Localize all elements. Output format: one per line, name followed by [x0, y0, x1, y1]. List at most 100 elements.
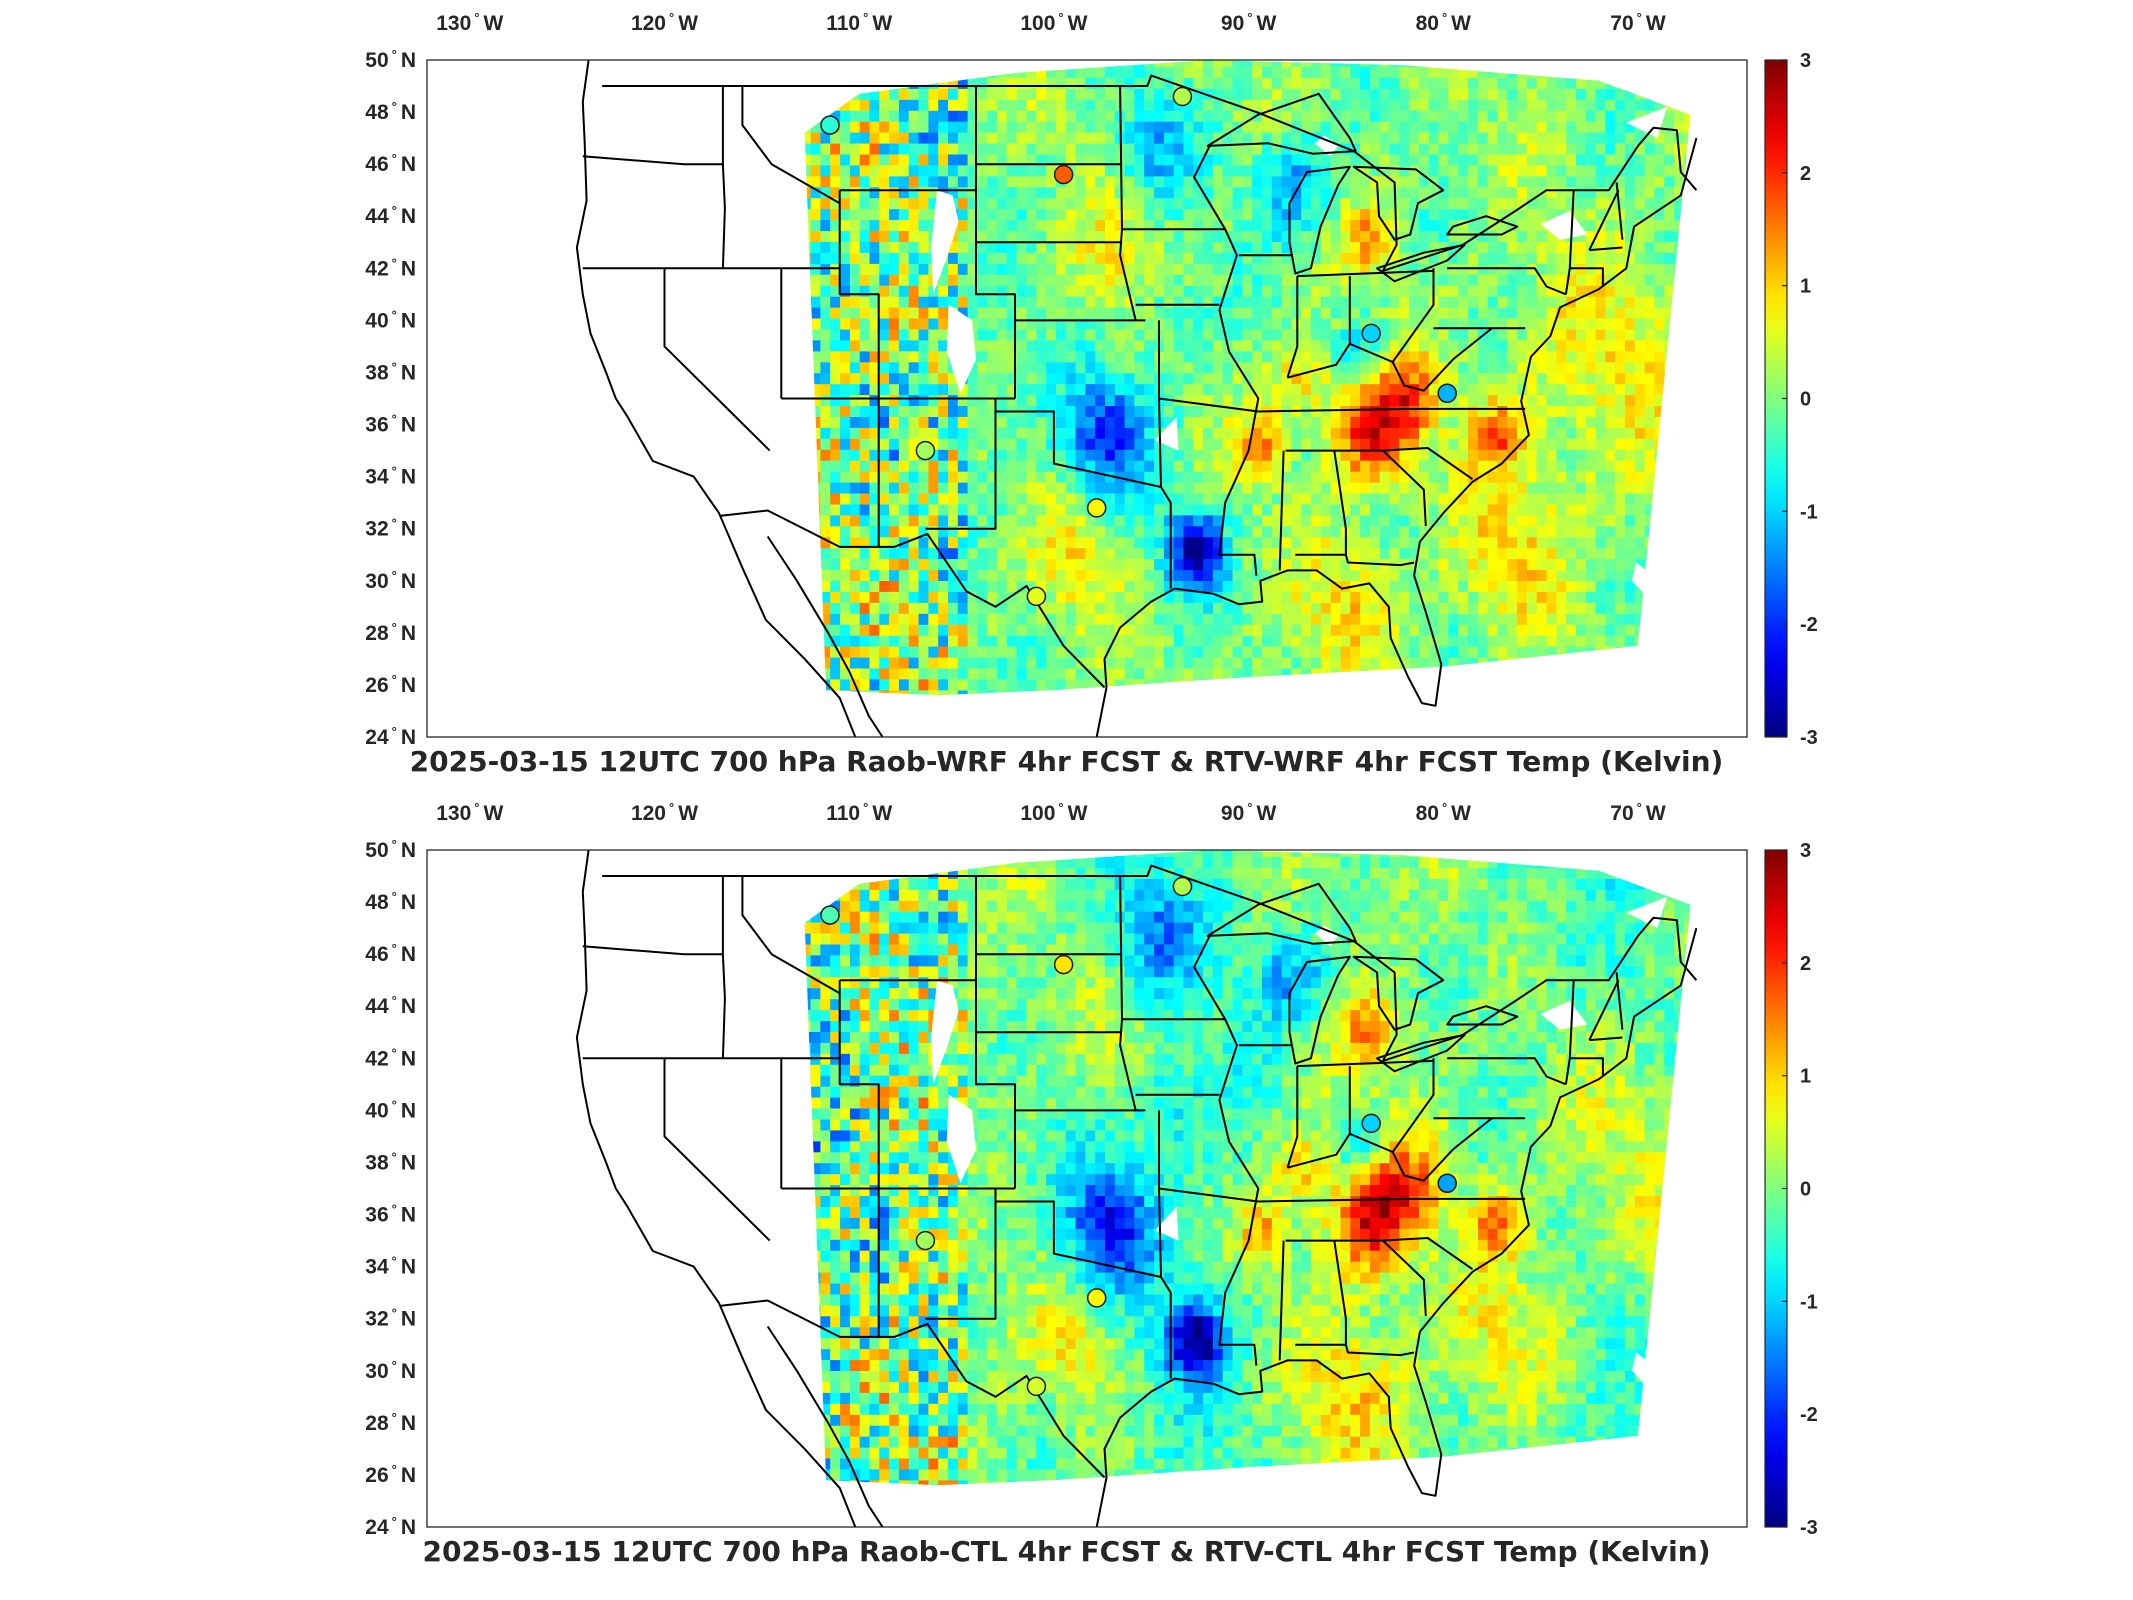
raob-station-marker — [820, 115, 840, 135]
state-boundary — [1193, 145, 1227, 230]
great-lake-outline — [1352, 165, 1445, 241]
latitude-tick-label: 46 ° N — [365, 941, 416, 966]
state-boundary — [1295, 1240, 1347, 1346]
state-boundary — [1615, 972, 1624, 1030]
great-lake-outline — [1206, 92, 1357, 155]
missing-data-region — [1314, 135, 1339, 157]
latitude-tick-label: 26 ° N — [365, 672, 416, 697]
colorbar-tick-label: -3 — [1800, 1517, 1818, 1539]
missing-data-region — [946, 304, 976, 394]
state-boundary — [839, 979, 1122, 1034]
latitude-tick-label: 36 ° N — [365, 1202, 416, 1227]
map-panel-top: 130 ° W 120 ° W 110 ° W 100 ° W 90 ° W 80 ° W 70 ° W 50 ° N 48 ° N… — [365, 10, 1818, 778]
gulf-of-california-coastline — [766, 535, 884, 738]
state-boundary — [1344, 1344, 1415, 1357]
raob-station-marker — [1361, 1113, 1381, 1134]
missing-data-region — [1540, 1001, 1588, 1030]
state-boundary — [582, 155, 723, 166]
west-coastline — [575, 59, 857, 738]
state-boundary — [1119, 85, 1137, 321]
raob-station-marker — [1086, 498, 1107, 518]
state-boundary — [1158, 1188, 1172, 1379]
longitude-tick-label: 80 ° W — [1416, 10, 1472, 35]
latitude-tick-label: 28 ° N — [365, 620, 416, 645]
latitude-tick-label: 34 ° N — [365, 464, 416, 489]
west-coastline — [575, 849, 857, 1528]
latitude-tick-label: 44 ° N — [365, 993, 416, 1018]
state-boundary — [1588, 189, 1620, 251]
longitude-tick-label: 120 ° W — [631, 800, 698, 825]
latitude-tick-label: 42 ° N — [365, 1045, 416, 1070]
map-panel-bottom: 130 ° W 120 ° W 110 ° W 100 ° W 90 ° W 80 ° W 70 ° W 50 ° N 48 ° N… — [0, 790, 2133, 1590]
latitude-tick-label: 36 ° N — [365, 412, 416, 437]
state-boundary — [1589, 246, 1623, 252]
longitude-tick-label: 110 ° W — [826, 10, 892, 35]
gulf-of-california-coastline — [766, 1325, 884, 1528]
state-boundary — [663, 1058, 771, 1242]
great-lake-outline — [1446, 1005, 1519, 1026]
state-boundary — [582, 945, 723, 956]
longitude-tick-label: 100 ° W — [1020, 800, 1087, 825]
colorbar-tick-label: -1 — [1800, 501, 1818, 523]
state-boundary — [741, 86, 841, 205]
longitude-tick-label: 130 ° W — [436, 800, 503, 825]
great-lake-outline — [1288, 165, 1351, 275]
latitude-tick-label: 30 ° N — [365, 1358, 416, 1383]
latitude-tick-label: 32 ° N — [365, 1306, 416, 1331]
map-axes-frame — [426, 59, 1748, 738]
state-boundary — [925, 398, 997, 530]
latitude-tick-label: 44 ° N — [365, 203, 416, 228]
state-boundary — [1278, 1240, 1285, 1361]
state-boundary — [925, 1188, 997, 1320]
raob-station-marker — [1361, 323, 1381, 344]
state-boundary — [1287, 268, 1435, 379]
state-boundary — [1382, 1239, 1427, 1317]
state-boundary — [1218, 1018, 1260, 1366]
missing-data-region — [1626, 106, 1668, 139]
great-lake-outline — [1206, 882, 1357, 945]
colorbar-tick-label: -3 — [1800, 727, 1818, 749]
colorbar-tick-label: 2 — [1800, 953, 1811, 975]
state-boundary — [1569, 1057, 1604, 1077]
latitude-tick-label: 32 ° N — [365, 516, 416, 541]
latitude-tick-label: 48 ° N — [365, 99, 416, 124]
state-boundary — [741, 876, 841, 995]
latitude-tick-label: 28 ° N — [365, 1410, 416, 1435]
missing-data-region — [1314, 925, 1339, 947]
colorbar-tick-label: -2 — [1800, 1404, 1818, 1426]
raob-station-marker — [1053, 954, 1074, 975]
state-boundary — [663, 268, 771, 452]
map-title-top: 2025-03-15 12UTC 700 hPa Raob-WRF 4hr FC… — [409, 745, 1724, 778]
state-boundary — [1588, 979, 1620, 1041]
longitude-tick-label: 100 ° W — [1020, 10, 1087, 35]
state-boundary — [1382, 449, 1427, 527]
state-boundary — [1218, 228, 1260, 576]
raob-station-marker — [1053, 164, 1074, 185]
state-boundary — [1193, 935, 1227, 1020]
state-boundary — [1569, 267, 1604, 287]
latitude-tick-label: 24 ° N — [365, 724, 416, 749]
state-boundary — [1344, 554, 1415, 567]
longitude-tick-label: 90 ° W — [1221, 10, 1277, 35]
state-boundary — [1447, 1057, 1567, 1086]
colorbar-tick-label: -2 — [1800, 614, 1818, 636]
latitude-tick-label: 42 ° N — [365, 255, 416, 280]
raob-station-marker — [1437, 383, 1457, 404]
latitude-tick-label: 30 ° N — [365, 568, 416, 593]
east-gulf-coastline — [1095, 927, 1698, 1528]
raob-station-marker — [915, 1230, 936, 1251]
state-boundary — [1286, 1066, 1299, 1168]
state-boundary — [1278, 450, 1285, 571]
latitude-tick-label: 40 ° N — [365, 307, 416, 332]
latitude-tick-label: 46 ° N — [365, 151, 416, 176]
raob-stations — [820, 876, 1457, 1397]
longitude-tick-label: 90 ° W — [1221, 800, 1277, 825]
raob-station-marker — [1437, 1173, 1457, 1194]
missing-data-region — [931, 980, 959, 1085]
state-boundary — [1119, 875, 1137, 1111]
colorbar-tick-label: 3 — [1800, 840, 1811, 862]
state-boundary — [1615, 182, 1624, 240]
state-boundary — [1447, 267, 1567, 296]
colorbar-tick-label: 2 — [1800, 163, 1811, 185]
missing-data-region — [1540, 211, 1588, 240]
